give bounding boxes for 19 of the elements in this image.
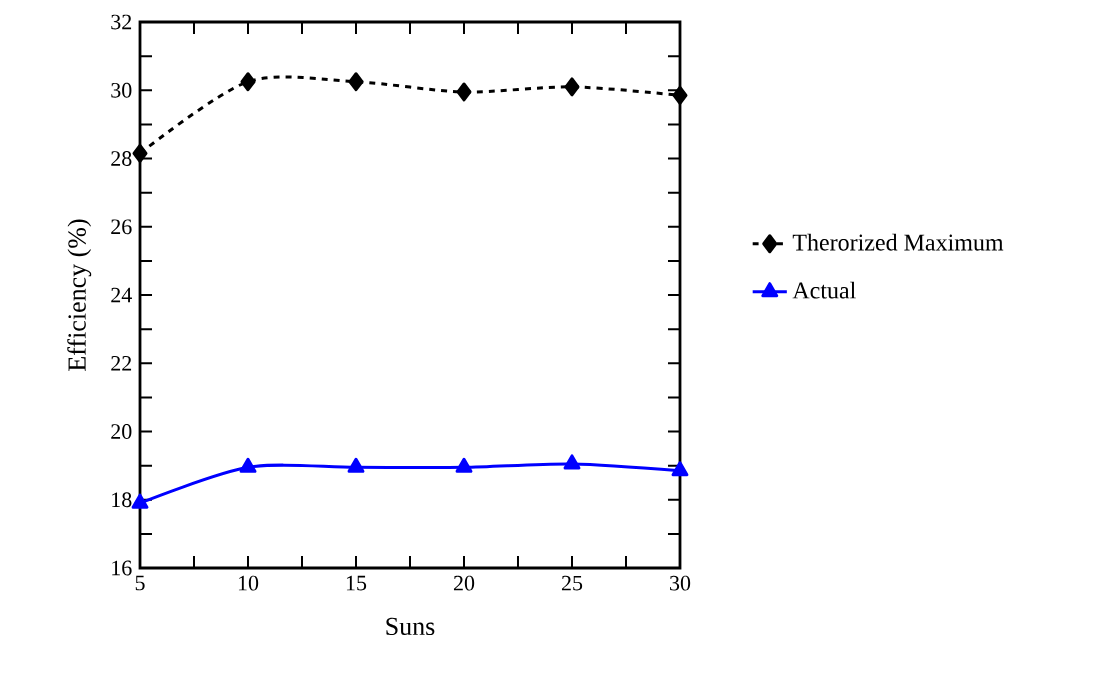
y-tick-label: 16 <box>112 560 132 576</box>
y-tick-label: 18 <box>112 492 132 508</box>
x-axis-title: Suns <box>386 617 435 636</box>
x-tick-label: 10 <box>238 575 259 591</box>
y-tick-label: 24 <box>111 287 132 303</box>
legend-label: Therorized Maximum <box>792 233 1004 251</box>
x-tick-label: 15 <box>346 575 367 591</box>
y-tick-label: 28 <box>111 151 132 166</box>
y-tick-label: 22 <box>111 355 132 371</box>
y-tick-label: 26 <box>111 219 132 235</box>
x-tick-label: 30 <box>670 575 691 591</box>
y-axis-title: Efficiency (%) <box>67 219 92 371</box>
x-tick-label: 25 <box>561 575 583 591</box>
y-tick-label: 32 <box>111 14 132 30</box>
x-tick-label: 5 <box>135 575 145 591</box>
y-tick-label: 30 <box>111 82 132 98</box>
legend-label: Actual <box>792 281 856 299</box>
y-tick-label: 20 <box>111 424 132 439</box>
x-tick-label: 20 <box>453 575 475 591</box>
